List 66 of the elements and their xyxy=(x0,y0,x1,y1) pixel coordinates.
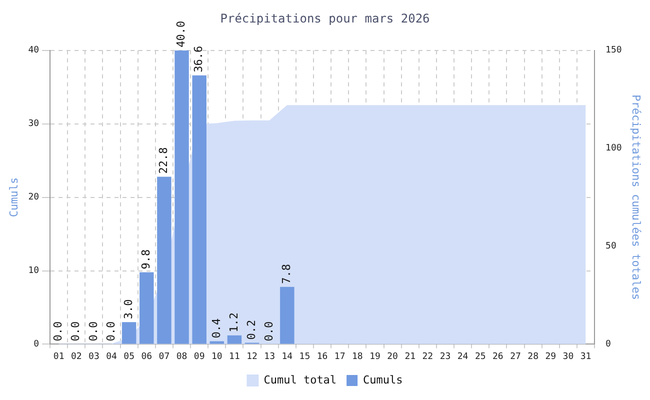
data-label: 0.0 xyxy=(52,321,65,342)
y2-tick-label: 150 xyxy=(606,46,622,56)
x-tick-label: 14 xyxy=(282,352,293,362)
y2-axis-title: Précipitations cumulées totales xyxy=(630,94,643,300)
x-tick-label: 13 xyxy=(264,352,276,362)
bar xyxy=(140,272,154,344)
x-tick-label: 16 xyxy=(316,352,328,362)
y-tick-label: 30 xyxy=(28,119,40,130)
bar xyxy=(227,335,242,344)
data-label: 0.4 xyxy=(210,318,223,338)
chart-title: Précipitations pour mars 2026 xyxy=(220,11,430,26)
x-tick-label: 28 xyxy=(528,352,538,362)
x-tick-label: 20 xyxy=(387,352,398,362)
data-label: 0.0 xyxy=(104,321,118,342)
data-label: 3.0 xyxy=(122,299,135,320)
data-label: 1.2 xyxy=(227,312,240,332)
data-label: 0.2 xyxy=(244,320,258,340)
x-tick-label: 17 xyxy=(334,352,346,362)
x-tick-label: 15 xyxy=(299,352,310,362)
bar xyxy=(122,322,136,344)
y2-tick-label: 0 xyxy=(606,340,611,350)
x-tick-label: 05 xyxy=(124,352,134,362)
y-tick-label: 0 xyxy=(34,340,40,350)
data-label: 40.0 xyxy=(174,20,188,48)
bar xyxy=(157,176,172,344)
data-label: 7.8 xyxy=(280,264,294,284)
x-tick-label: 04 xyxy=(106,352,117,362)
legend-label: Cumuls xyxy=(363,373,403,386)
x-tick-label: 25 xyxy=(474,352,486,362)
x-tick-label: 26 xyxy=(492,352,504,362)
data-label: 0.0 xyxy=(86,321,100,342)
x-tick-label: 02 xyxy=(70,352,82,362)
x-tick-label: 19 xyxy=(370,352,380,362)
legend-label: Cumul total xyxy=(264,373,337,386)
x-tick-label: 09 xyxy=(194,352,205,362)
x-tick-label: 24 xyxy=(457,352,468,362)
x-tick-label: 21 xyxy=(404,352,416,362)
x-tick-label: 11 xyxy=(229,352,240,362)
y-tick-label: 40 xyxy=(28,46,40,56)
data-label: 36.6 xyxy=(192,46,206,72)
y-axis-title: Cumuls xyxy=(7,177,20,218)
data-label: 0.0 xyxy=(262,321,276,342)
x-tick-label: 29 xyxy=(545,352,556,362)
x-tick-label: 03 xyxy=(88,352,100,362)
x-tick-label: 10 xyxy=(211,352,222,362)
x-tick-label: 06 xyxy=(141,352,152,362)
y2-tick-label: 50 xyxy=(606,242,616,252)
x-tick-label: 12 xyxy=(246,352,258,362)
x-tick-label: 18 xyxy=(352,352,363,362)
x-tick-label: 23 xyxy=(440,352,451,362)
x-tick-label: 01 xyxy=(53,352,64,362)
y2-tick-label: 100 xyxy=(606,144,622,154)
y-tick-label: 20 xyxy=(28,192,40,203)
data-label: 22.8 xyxy=(157,147,170,174)
x-tick-label: 22 xyxy=(422,352,434,362)
x-tick-label: 07 xyxy=(158,352,170,362)
bar xyxy=(174,50,189,344)
x-tick-label: 30 xyxy=(562,352,574,362)
y-tick-label: 10 xyxy=(28,266,40,276)
x-tick-label: 08 xyxy=(176,352,188,362)
data-label: 0.0 xyxy=(69,321,82,342)
bar xyxy=(192,75,206,344)
data-label: 9.8 xyxy=(140,249,153,270)
x-tick-label: 27 xyxy=(510,352,521,362)
x-tick-label: 31 xyxy=(580,352,592,362)
bar xyxy=(280,286,294,344)
